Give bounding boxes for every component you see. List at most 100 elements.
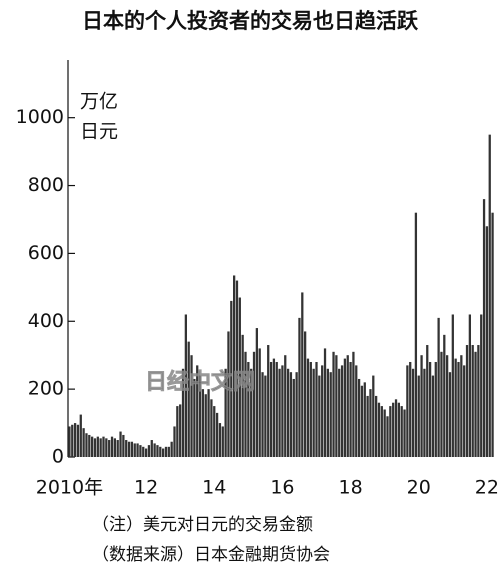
- bar: [414, 212, 418, 457]
- x-tick-label: 18: [338, 477, 362, 499]
- bar: [284, 355, 287, 457]
- bar: [176, 406, 179, 457]
- bar: [221, 426, 224, 457]
- bar: [210, 399, 213, 457]
- x-tick-label: 12: [134, 477, 158, 499]
- bar: [338, 368, 341, 457]
- bar: [443, 334, 446, 457]
- y-unit: 万亿: [80, 91, 118, 113]
- bar: [227, 331, 230, 457]
- bar: [79, 414, 82, 457]
- bar: [252, 351, 256, 457]
- bar: [292, 378, 295, 457]
- bar: [238, 297, 241, 457]
- bar: [133, 443, 136, 457]
- bar: [406, 365, 409, 457]
- bar: [201, 389, 205, 457]
- bar: [394, 399, 398, 457]
- bar: [312, 368, 315, 457]
- bar: [411, 368, 415, 457]
- x-tick-label: 16: [270, 477, 294, 499]
- bar: [451, 314, 454, 457]
- note: （数据来源）日本金融期货协会: [92, 545, 330, 565]
- bar: [428, 361, 432, 457]
- bar: [224, 368, 227, 457]
- bar: [244, 351, 247, 457]
- bar: [159, 446, 162, 457]
- bar: [91, 436, 94, 457]
- bar: [417, 375, 420, 457]
- bar: [204, 394, 207, 457]
- bar: [409, 361, 412, 457]
- bar: [360, 385, 364, 457]
- bar: [215, 412, 219, 457]
- bar: [233, 275, 236, 457]
- bar: [366, 395, 369, 457]
- bar: [343, 358, 347, 457]
- bar: [110, 436, 114, 457]
- bar: [207, 389, 210, 457]
- x-tick-label: 22: [475, 477, 499, 499]
- bar: [352, 351, 355, 457]
- bar: [474, 351, 477, 457]
- bar: [102, 436, 105, 457]
- bar: [184, 314, 187, 457]
- bar: [426, 345, 429, 457]
- bar: [420, 355, 423, 457]
- bar: [247, 361, 250, 457]
- bar: [190, 355, 193, 457]
- x-tick-label: 2010年: [36, 477, 103, 499]
- chart-title: 日本的个人投资者的交易也日趋活跃: [82, 9, 419, 33]
- bar: [88, 434, 91, 457]
- bar: [454, 358, 457, 457]
- bar: [340, 365, 344, 457]
- bar: [400, 406, 403, 457]
- bar: [275, 361, 278, 457]
- bar: [309, 361, 312, 457]
- bar: [460, 355, 463, 457]
- bar: [173, 426, 176, 457]
- y-tick-label: 400: [28, 310, 64, 332]
- bar: [468, 314, 471, 457]
- bar: [349, 361, 352, 457]
- bar: [457, 361, 460, 457]
- bar: [261, 372, 264, 457]
- bar: [315, 361, 318, 457]
- bar: [278, 368, 281, 457]
- bar: [295, 372, 298, 457]
- bar: [241, 334, 244, 457]
- bar: [264, 375, 267, 457]
- bar: [230, 300, 233, 457]
- bar: [150, 440, 153, 457]
- y-tick-label: 200: [28, 378, 64, 400]
- bar: [446, 355, 449, 457]
- bar: [68, 426, 71, 457]
- bar: [329, 372, 332, 457]
- bar: [144, 448, 148, 457]
- bar: [255, 328, 258, 457]
- x-tick-label: 20: [407, 477, 431, 499]
- bar: [269, 361, 273, 457]
- bar: [332, 351, 335, 457]
- bar: [377, 402, 381, 457]
- bar: [465, 345, 469, 457]
- bar: [113, 438, 116, 457]
- bar: [99, 438, 102, 457]
- bar: [167, 446, 170, 457]
- x-tick-label: 14: [202, 477, 226, 499]
- bar: [127, 441, 131, 457]
- bar: [193, 378, 196, 457]
- bar: [321, 365, 324, 457]
- bar: [357, 378, 361, 457]
- bar: [318, 375, 321, 457]
- bar: [480, 314, 483, 457]
- bar: [437, 317, 440, 457]
- bar: [346, 355, 349, 457]
- bar: [196, 365, 199, 457]
- bar: [326, 368, 329, 457]
- bar: [471, 345, 474, 457]
- bar: [389, 406, 392, 457]
- bar: [397, 402, 400, 457]
- bar: [355, 365, 358, 457]
- bar: [73, 423, 77, 457]
